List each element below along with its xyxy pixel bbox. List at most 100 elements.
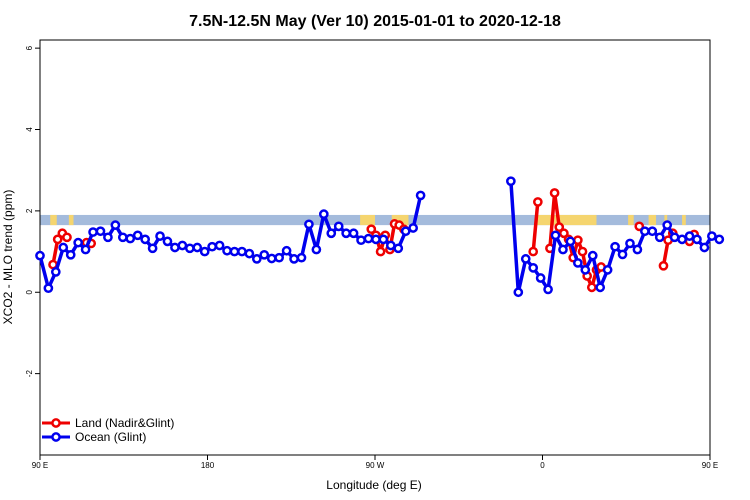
land-series-point [375, 246, 386, 257]
ocean-series-point [155, 231, 165, 241]
land-band [536, 214, 597, 226]
land-band [682, 214, 686, 226]
ocean-series-point [558, 244, 568, 255]
ocean-series-point [177, 240, 188, 251]
plot-area: -2 0 2 4 6 90 E 180 90 W 0 90 E [25, 39, 725, 470]
ocean-series-point [244, 248, 255, 259]
ocean-series-point [378, 234, 389, 245]
land-series-point [528, 246, 539, 257]
ocean-series-point [356, 235, 366, 246]
ocean-series-point [699, 242, 710, 253]
ocean-series-point [602, 265, 613, 275]
ocean-series-point [565, 236, 576, 247]
ocean-series-point [65, 249, 76, 260]
legend-ocean-label: Ocean (Glint) [75, 430, 146, 444]
ocean-series-point [632, 244, 643, 255]
land-band [360, 214, 375, 226]
ocean-series-point [311, 244, 322, 255]
ocean-series-point [214, 240, 225, 251]
ocean-series-point [587, 250, 598, 261]
ocean-series-point [192, 242, 203, 253]
land-series-point [658, 260, 669, 271]
ocean-series-point [199, 246, 210, 257]
ocean-series-point [580, 265, 591, 275]
ocean-series-point [692, 234, 702, 245]
plot-frame [39, 39, 711, 456]
land-band [648, 214, 657, 226]
ocean-series-point [371, 234, 381, 245]
ocean-series-point [528, 262, 539, 273]
land-series-point [52, 234, 63, 245]
land-band [50, 214, 57, 226]
ocean-series-point [707, 231, 717, 241]
land-series-point [532, 197, 543, 207]
legend-ocean-marker [51, 432, 61, 442]
ocean-series-point [385, 240, 396, 251]
ocean-series-point [117, 232, 128, 243]
ocean-series-point [520, 254, 531, 264]
ocean-series-point [274, 252, 285, 263]
ocean-series-point [266, 253, 277, 264]
ocean-series-point [654, 232, 665, 243]
land-band [68, 214, 74, 226]
ocean-series-point [408, 223, 419, 233]
ocean-series-point [43, 283, 54, 294]
ocean-series-point [222, 245, 232, 256]
y-tick-label: 6 [25, 45, 34, 50]
ocean-series-point [95, 226, 106, 237]
ocean-series-point [296, 252, 307, 263]
ocean-series-point [341, 228, 352, 239]
ocean-series-point [714, 234, 725, 245]
ocean-series-point [58, 242, 69, 253]
y-tick-label: 4 [25, 127, 34, 132]
ocean-series-point [318, 209, 329, 219]
ocean-series-point [543, 284, 553, 295]
ocean-series-point [333, 221, 344, 232]
land-series-point [554, 222, 565, 233]
ocean-series-point [35, 250, 45, 261]
ocean-series-point [535, 273, 546, 283]
chart-title: 7.5N-12.5N May (Ver 10) 2015-01-01 to 20… [189, 13, 561, 30]
ocean-series-point [326, 228, 337, 239]
ocean-series-point [73, 237, 84, 248]
land-series-point [586, 282, 597, 293]
ocean-series-point [550, 230, 561, 241]
ocean-series-point [184, 243, 195, 254]
ocean-series-point [140, 234, 151, 245]
ocean-series-point [251, 254, 262, 264]
x-tick-label: 90 W [366, 461, 385, 470]
land-series-point [366, 224, 377, 235]
ocean-series-point [207, 241, 218, 252]
ocean-series-point [281, 245, 292, 256]
land-series-point [634, 221, 645, 232]
land-series-line [531, 201, 540, 252]
ocean-series-point [625, 238, 635, 249]
ocean-series-point [125, 233, 136, 244]
land-band [391, 214, 409, 226]
ocean-series-point [506, 176, 516, 187]
ocean-series-point [304, 219, 314, 230]
y-tick-label: 2 [25, 208, 34, 213]
ocean-series-point [80, 244, 91, 255]
legend-land-label: Land (Nadir&Glint) [75, 416, 174, 430]
ocean-series-point [147, 243, 158, 254]
ocean-series-point [348, 228, 359, 239]
land-series-point [62, 232, 72, 243]
land-band [628, 214, 634, 226]
ocean-series-point [513, 287, 524, 298]
land-series-point [573, 235, 583, 246]
ocean-series-point [103, 232, 113, 243]
y-axis-label: XCO2 - MLO trend (ppm) [1, 190, 15, 325]
land-series-point [577, 246, 588, 257]
ocean-series-point [259, 249, 270, 260]
ocean-series-point [573, 258, 583, 268]
x-axis-label: Longitude (deg E) [326, 478, 421, 492]
ocean-series-point [393, 243, 404, 254]
ocean-series-point [662, 220, 673, 230]
ocean-series-point [640, 226, 650, 237]
ocean-series-point [363, 233, 374, 244]
land-band [664, 214, 668, 226]
ocean-series-point [162, 236, 173, 247]
x-tick-label: 90 E [702, 461, 718, 470]
ocean-series-point [50, 267, 61, 277]
